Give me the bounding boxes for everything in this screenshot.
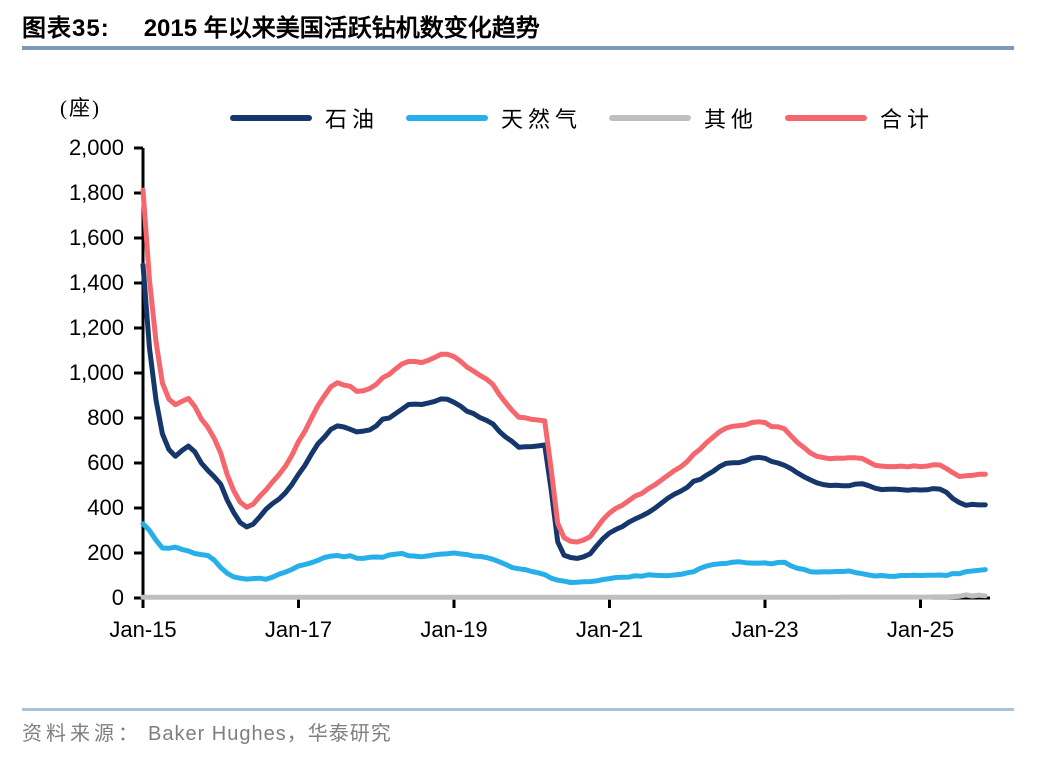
y-tick-label: 2,000: [68, 135, 124, 160]
series-line-oil: [140, 262, 988, 561]
footer-divider: [22, 708, 1014, 711]
legend-label-total: 合计: [880, 107, 935, 132]
series-line-other: [140, 592, 988, 600]
x-tick-label: Jan-17: [264, 617, 333, 642]
x-tick-label: Jan-19: [420, 617, 488, 642]
legend-item-oil: 石油: [230, 102, 379, 134]
figure-caption-label: 图表35:: [22, 15, 110, 42]
legend-swatch-oil: [230, 115, 312, 121]
x-tick-label: Jan-25: [886, 617, 955, 642]
legend-swatch-other: [609, 115, 692, 121]
title-divider: [22, 46, 1014, 50]
y-tick-label: 800: [87, 405, 124, 430]
y-tick-label: 0: [111, 585, 124, 610]
source-label: 资料来源：: [22, 723, 142, 745]
legend-label-gas: 天然气: [501, 107, 583, 132]
x-tick-label: Jan-21: [575, 617, 644, 642]
x-tick-label: Jan-15: [109, 617, 177, 642]
y-axis-unit-label: (座): [60, 96, 101, 120]
legend-item-other: 其他: [609, 102, 758, 134]
source-text: Baker Hughes，华泰研究: [148, 723, 392, 745]
legend-swatch-gas: [406, 115, 489, 121]
chart-legend: 石油 天然气 其他 合计: [230, 102, 961, 134]
y-tick-label: 1,000: [68, 360, 124, 385]
legend-label-other: 其他: [704, 107, 759, 132]
y-tick-label: 1,400: [68, 270, 124, 295]
legend-label-oil: 石油: [325, 107, 380, 132]
legend-item-total: 合计: [785, 102, 934, 134]
y-tick-label: 1,200: [68, 315, 124, 340]
y-tick-label: 600: [87, 450, 124, 475]
x-tick-label: Jan-23: [731, 617, 799, 642]
y-tick-label: 1,800: [68, 180, 124, 205]
series-line-total: [140, 187, 988, 545]
source-note: 资料来源： Baker Hughes，华泰研究: [22, 717, 392, 746]
series-line-gas: [140, 521, 988, 585]
legend-swatch-total: [785, 115, 868, 121]
y-tick-label: 1,600: [68, 225, 124, 250]
y-tick-label: 400: [87, 495, 124, 520]
legend-item-gas: 天然气: [406, 102, 582, 134]
figure-title: 2015 年以来美国活跃钻机数变化趋势: [143, 15, 540, 42]
y-tick-label: 200: [87, 540, 124, 565]
figure-title-row: 图表35: 2015 年以来美国活跃钻机数变化趋势: [22, 8, 540, 43]
